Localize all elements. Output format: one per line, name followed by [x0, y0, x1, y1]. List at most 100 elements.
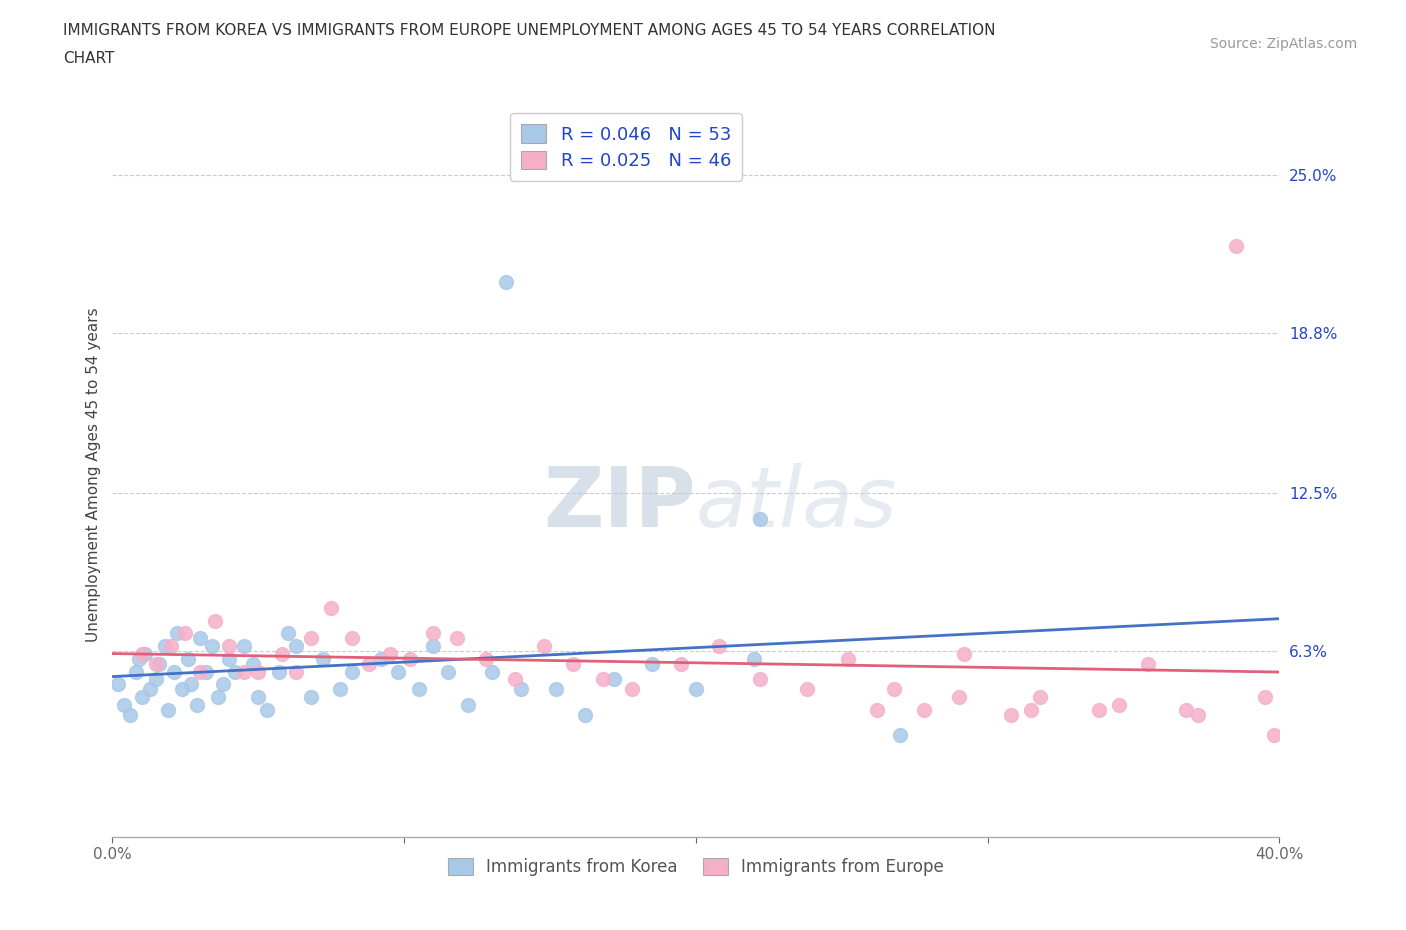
- Point: [145, 671, 167, 686]
- Point: [437, 664, 460, 679]
- Point: [1021, 702, 1043, 717]
- Point: [218, 651, 240, 666]
- Point: [1175, 702, 1198, 717]
- Point: [247, 664, 270, 679]
- Point: [311, 651, 333, 666]
- Point: [340, 664, 363, 679]
- Point: [188, 664, 211, 679]
- Point: [533, 639, 555, 654]
- Point: [118, 708, 141, 723]
- Text: Source: ZipAtlas.com: Source: ZipAtlas.com: [1209, 37, 1357, 51]
- Text: atlas: atlas: [696, 463, 897, 544]
- Point: [446, 631, 468, 646]
- Point: [749, 671, 772, 686]
- Point: [1254, 689, 1277, 704]
- Point: [1263, 728, 1285, 743]
- Point: [329, 682, 352, 697]
- Point: [889, 728, 911, 743]
- Point: [457, 698, 479, 712]
- Point: [1108, 698, 1130, 712]
- Point: [387, 664, 409, 679]
- Point: [796, 682, 818, 697]
- Point: [188, 631, 211, 646]
- Point: [1087, 702, 1109, 717]
- Point: [224, 664, 246, 679]
- Point: [276, 626, 298, 641]
- Point: [232, 639, 254, 654]
- Legend: Immigrants from Korea, Immigrants from Europe: Immigrants from Korea, Immigrants from E…: [441, 852, 950, 883]
- Point: [177, 651, 200, 666]
- Point: [620, 682, 643, 697]
- Point: [194, 664, 217, 679]
- Point: [232, 664, 254, 679]
- Point: [742, 651, 765, 666]
- Point: [1000, 708, 1022, 723]
- Point: [399, 651, 422, 666]
- Point: [256, 702, 278, 717]
- Point: [201, 639, 224, 654]
- Point: [408, 682, 430, 697]
- Point: [1029, 689, 1052, 704]
- Point: [160, 639, 183, 654]
- Point: [422, 639, 444, 654]
- Point: [321, 601, 343, 616]
- Point: [166, 626, 188, 641]
- Point: [1187, 708, 1209, 723]
- Point: [299, 631, 322, 646]
- Point: [212, 677, 235, 692]
- Point: [709, 639, 731, 654]
- Point: [112, 698, 135, 712]
- Point: [285, 664, 308, 679]
- Point: [495, 274, 517, 289]
- Point: [422, 626, 444, 641]
- Point: [163, 664, 186, 679]
- Point: [247, 689, 270, 704]
- Point: [285, 639, 308, 654]
- Point: [139, 682, 162, 697]
- Point: [145, 657, 167, 671]
- Point: [125, 664, 148, 679]
- Point: [837, 651, 859, 666]
- Point: [128, 651, 150, 666]
- Point: [172, 682, 194, 697]
- Point: [207, 689, 229, 704]
- Point: [270, 646, 292, 661]
- Text: IMMIGRANTS FROM KOREA VS IMMIGRANTS FROM EUROPE UNEMPLOYMENT AMONG AGES 45 TO 54: IMMIGRANTS FROM KOREA VS IMMIGRANTS FROM…: [63, 23, 995, 38]
- Point: [475, 651, 498, 666]
- Point: [359, 657, 381, 671]
- Point: [749, 512, 772, 526]
- Point: [1137, 657, 1160, 671]
- Point: [174, 626, 197, 641]
- Point: [866, 702, 889, 717]
- Point: [242, 657, 264, 671]
- Point: [671, 657, 693, 671]
- Point: [603, 671, 626, 686]
- Point: [544, 682, 567, 697]
- Point: [883, 682, 905, 697]
- Point: [378, 646, 401, 661]
- Point: [148, 657, 170, 671]
- Point: [131, 689, 153, 704]
- Point: [592, 671, 614, 686]
- Y-axis label: Unemployment Among Ages 45 to 54 years: Unemployment Among Ages 45 to 54 years: [86, 307, 101, 642]
- Point: [562, 657, 585, 671]
- Point: [340, 631, 363, 646]
- Point: [267, 664, 290, 679]
- Point: [1225, 239, 1247, 254]
- Point: [948, 689, 970, 704]
- Point: [912, 702, 935, 717]
- Point: [299, 689, 322, 704]
- Text: CHART: CHART: [63, 51, 115, 66]
- Point: [186, 698, 208, 712]
- Point: [574, 708, 596, 723]
- Point: [180, 677, 202, 692]
- Point: [685, 682, 707, 697]
- Point: [153, 639, 176, 654]
- Point: [503, 671, 526, 686]
- Point: [953, 646, 976, 661]
- Point: [370, 651, 392, 666]
- Point: [218, 639, 240, 654]
- Point: [641, 657, 664, 671]
- Point: [156, 702, 179, 717]
- Point: [134, 646, 156, 661]
